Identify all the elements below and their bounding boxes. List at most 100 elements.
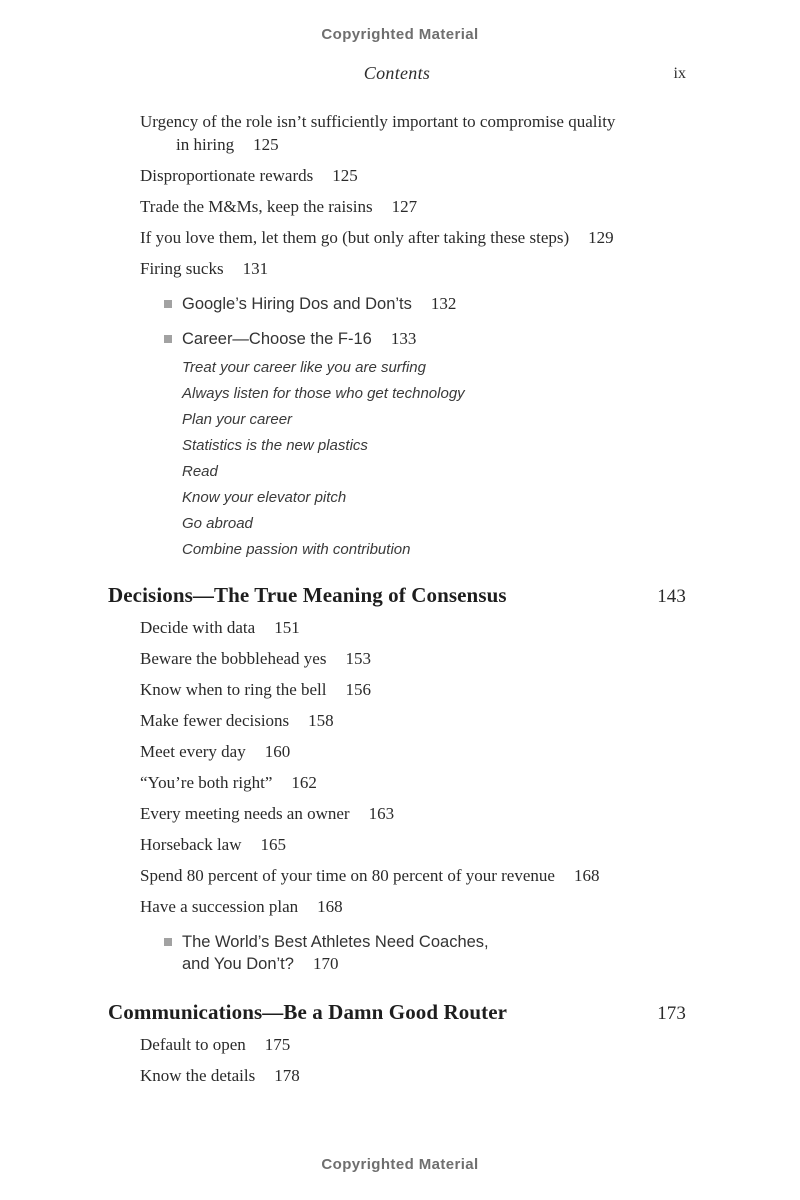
toc-line: Spend 80 percent of your time on 80 perc…: [108, 866, 686, 886]
toc-sub-row: Go abroad: [108, 516, 686, 532]
square-bullet-icon: [164, 335, 172, 343]
toc-line: and You Don’t? 170: [108, 954, 686, 974]
toc-line: Read: [108, 464, 686, 480]
toc-sub-row: Statistics is the new plastics: [108, 438, 686, 454]
toc-item-text: Disproportionate rewards: [140, 166, 314, 185]
toc-entry-row: Have a succession plan 168: [108, 897, 686, 917]
toc-item-text: Always listen for those who get technolo…: [182, 385, 465, 402]
toc-page-number: 129: [588, 228, 614, 247]
running-header-title: Contents: [363, 63, 431, 83]
toc-item-text: Statistics is the new plastics: [182, 437, 368, 454]
toc-page-number: 173: [657, 1003, 686, 1024]
toc-item-text: Combine passion with contribution: [182, 541, 411, 558]
copyright-notice-bottom: Copyrighted Material: [321, 1156, 479, 1173]
toc-item-text: Make fewer decisions: [140, 711, 290, 730]
toc-line: Google’s Hiring Dos and Don’ts 132: [108, 294, 686, 314]
toc-item-text: Default to open: [140, 1035, 246, 1054]
toc-line: Every meeting needs an owner 163: [108, 804, 686, 824]
toc-entry-row: If you love them, let them go (but only …: [108, 228, 686, 248]
toc-line: Have a succession plan 168: [108, 897, 686, 917]
toc-page-number: 127: [391, 197, 418, 216]
toc-page-number: 158: [308, 711, 334, 730]
toc-item-text: Spend 80 percent of your time on 80 perc…: [140, 866, 555, 885]
square-bullet-icon: [164, 938, 172, 946]
toc-page-number: 178: [274, 1066, 300, 1085]
toc-bullet-row: Career—Choose the F-16 133: [108, 329, 686, 349]
toc-entry-row: Know when to ring the bell 156: [108, 680, 686, 700]
toc-item-text: Horseback law: [140, 835, 242, 854]
toc-sub-row: Plan your career: [108, 412, 686, 428]
toc-item-text: in hiring: [176, 135, 235, 154]
toc-sub-row: Combine passion with contribution: [108, 542, 686, 558]
toc-line: in hiring 125: [108, 135, 686, 155]
toc-entry-row: Make fewer decisions 158: [108, 711, 686, 731]
toc-chapter-row: Communications—Be a Damn Good Router 173: [108, 999, 686, 1027]
toc-item-text: Decide with data: [140, 618, 256, 637]
copyright-notice-top: Copyrighted Material: [321, 26, 479, 43]
toc-page-number: 170: [312, 954, 339, 973]
toc-item-text: If you love them, let them go (but only …: [140, 228, 570, 247]
toc-chapter-title: Decisions—The True Meaning of Consensus: [108, 583, 507, 607]
toc-page-number: 125: [253, 135, 279, 154]
toc-entry-row: Trade the M&Ms, keep the raisins 127: [108, 197, 686, 217]
toc-line: Horseback law 165: [108, 835, 686, 855]
toc-page-number: 131: [242, 259, 269, 278]
toc-item-text: Know when to ring the bell: [140, 680, 327, 699]
toc-item-text: Know the details: [140, 1066, 256, 1085]
toc-sub-row: Know your elevator pitch: [108, 490, 686, 506]
toc-line: The World’s Best Athletes Need Coaches,: [108, 932, 686, 952]
toc-page-number: 160: [264, 742, 291, 761]
toc-page-number: 175: [264, 1035, 291, 1054]
toc-line: Beware the bobblehead yes 153: [108, 649, 686, 669]
toc-page-number: 162: [291, 773, 317, 792]
toc-entry-row: “You’re both right” 162: [108, 773, 686, 793]
toc-line: Meet every day 160: [108, 742, 686, 762]
toc-item-text: The World’s Best Athletes Need Coaches,: [182, 933, 489, 951]
toc-entry-row: Horseback law 165: [108, 835, 686, 855]
toc-entry-row: Urgency of the role isn’t sufficiently i…: [108, 112, 686, 155]
toc-page-number: 168: [573, 866, 600, 885]
toc-page-number: 168: [317, 897, 343, 916]
toc-item-text: Plan your career: [182, 411, 293, 428]
toc-line: Default to open 175: [108, 1035, 686, 1055]
toc-page-number: 133: [390, 329, 417, 348]
toc-item-text: Trade the M&Ms, keep the raisins: [140, 197, 373, 216]
toc-chapter-row: Decisions—The True Meaning of Consensus 1…: [108, 582, 686, 610]
toc-chapter-title: Communications—Be a Damn Good Router: [108, 1000, 508, 1024]
toc-line: Firing sucks 131: [108, 259, 686, 279]
toc-item-text: Google’s Hiring Dos and Don’ts: [182, 295, 412, 313]
toc-item-text: Firing sucks: [140, 259, 224, 278]
toc-line: Urgency of the role isn’t sufficiently i…: [108, 112, 686, 132]
toc-line: Statistics is the new plastics: [108, 438, 686, 454]
toc-line: Make fewer decisions 158: [108, 711, 686, 731]
toc-entry-row: Spend 80 percent of your time on 80 perc…: [108, 866, 686, 886]
toc-line: Go abroad: [108, 516, 686, 532]
toc-page-number: 163: [368, 804, 395, 823]
toc-line: Always listen for those who get technolo…: [108, 386, 686, 402]
running-header-page-number: ix: [673, 65, 686, 82]
toc-line: If you love them, let them go (but only …: [108, 228, 686, 248]
toc-entry-row: Default to open 175: [108, 1035, 686, 1055]
toc-item-text: Know your elevator pitch: [182, 489, 347, 506]
toc-item-text: Read: [182, 463, 218, 480]
toc-item-text: Urgency of the role isn’t sufficiently i…: [140, 112, 616, 131]
toc-page-number: 156: [345, 680, 372, 699]
square-bullet-icon: [164, 300, 172, 308]
toc-line: Know when to ring the bell 156: [108, 680, 686, 700]
toc-bullet-row: The World’s Best Athletes Need Coaches, a…: [108, 932, 686, 974]
toc-line: Know your elevator pitch: [108, 490, 686, 506]
toc-line: Combine passion with contribution: [108, 542, 686, 558]
toc-page-number: 125: [332, 166, 358, 185]
toc-line: Decide with data 151: [108, 618, 686, 638]
toc-line: Disproportionate rewards 125: [108, 166, 686, 186]
toc-entry-row: Meet every day 160: [108, 742, 686, 762]
toc-page-number: 153: [345, 649, 371, 668]
toc-entry-row: Decide with data 151: [108, 618, 686, 638]
toc-entry-row: Know the details 178: [108, 1066, 686, 1086]
toc-bullet-row: Google’s Hiring Dos and Don’ts 132: [108, 294, 686, 314]
toc-page-number: 143: [657, 586, 686, 607]
toc-page-number: 151: [274, 618, 300, 637]
toc-line: Know the details 178: [108, 1066, 686, 1086]
toc-page-number: 132: [430, 294, 457, 313]
toc-item-text: Have a succession plan: [140, 897, 299, 916]
